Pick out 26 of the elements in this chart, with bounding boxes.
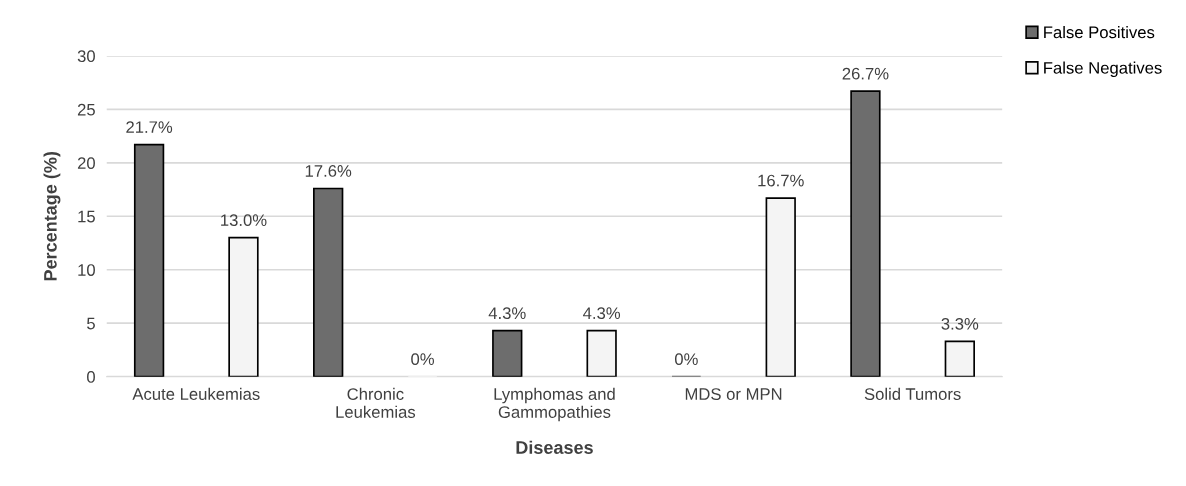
- y-tick-label: 10: [78, 264, 95, 276]
- legend-label: False Positives: [1044, 25, 1155, 39]
- x-tick-label: Acute Leukemias: [132, 387, 260, 400]
- x-tick-label: Solid Tumors: [864, 387, 961, 400]
- legend-label: False Negatives: [1044, 61, 1162, 78]
- data-label: 0%: [411, 353, 435, 366]
- x-tick-label: MDS or MPN: [685, 388, 782, 400]
- data-label: 3.3%: [941, 317, 979, 330]
- data-label: 17.6%: [305, 165, 352, 177]
- y-tick-label: 15: [78, 210, 95, 223]
- data-label: 21.7%: [126, 121, 173, 133]
- y-tick-label: 25: [77, 103, 95, 116]
- x-tick-label: Lymphomas and Gammopathies: [494, 387, 615, 422]
- data-label: 16.7%: [758, 174, 804, 187]
- y-tick-label: 5: [87, 317, 95, 330]
- data-label: 26.7%: [842, 67, 889, 80]
- y-tick-label: 20: [77, 157, 95, 170]
- data-label: 13.0%: [221, 214, 267, 227]
- data-label: 4.3%: [488, 307, 526, 320]
- data-label: 4.3%: [583, 307, 621, 320]
- y-axis-title: Percentage (%): [43, 151, 61, 281]
- y-tick-label: 30: [77, 50, 95, 63]
- x-tick-label: Chronic Leukemias: [336, 387, 416, 418]
- y-tick-label: 0: [87, 371, 95, 383]
- x-axis-title: Diseases: [516, 440, 593, 454]
- data-label: 0%: [674, 353, 698, 366]
